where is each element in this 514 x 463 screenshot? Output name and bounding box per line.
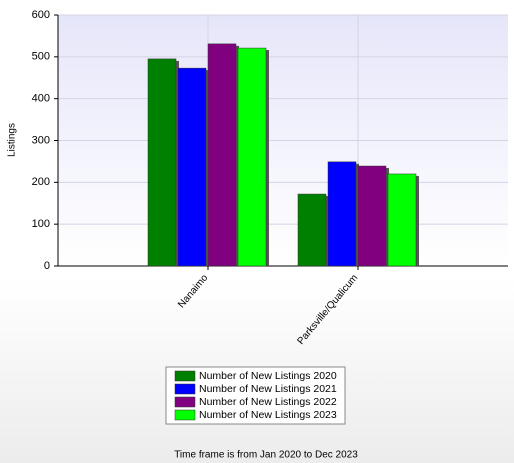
legend-label: Number of New Listings 2020: [199, 370, 337, 382]
bar: [177, 67, 207, 267]
y-tick-label: 600: [32, 9, 50, 21]
bar: [357, 165, 387, 267]
bar: [387, 173, 417, 267]
y-tick-label: 300: [32, 134, 50, 146]
y-axis-label: Listings: [7, 123, 18, 157]
bar: [207, 43, 237, 267]
y-tick-label: 400: [32, 93, 50, 105]
legend-swatch: [174, 396, 196, 408]
legend-label: Number of New Listings 2023: [199, 409, 337, 421]
legend-swatch: [174, 370, 196, 382]
footnote: Time frame is from Jan 2020 to Dec 2023: [174, 450, 358, 461]
y-tick-label: 100: [32, 218, 50, 230]
y-tick-label: 200: [32, 176, 50, 188]
legend: [165, 366, 346, 425]
y-tick-label: 0: [44, 260, 50, 272]
bar: [327, 161, 357, 267]
legend-label: Number of New Listings 2022: [199, 396, 337, 408]
y-tick-label: 500: [32, 51, 50, 63]
legend-swatch: [174, 409, 196, 421]
legend-swatch: [174, 383, 196, 395]
legend-label: Number of New Listings 2021: [199, 383, 337, 395]
bar: [297, 193, 327, 267]
bar: [237, 47, 267, 267]
bar: [147, 58, 177, 267]
